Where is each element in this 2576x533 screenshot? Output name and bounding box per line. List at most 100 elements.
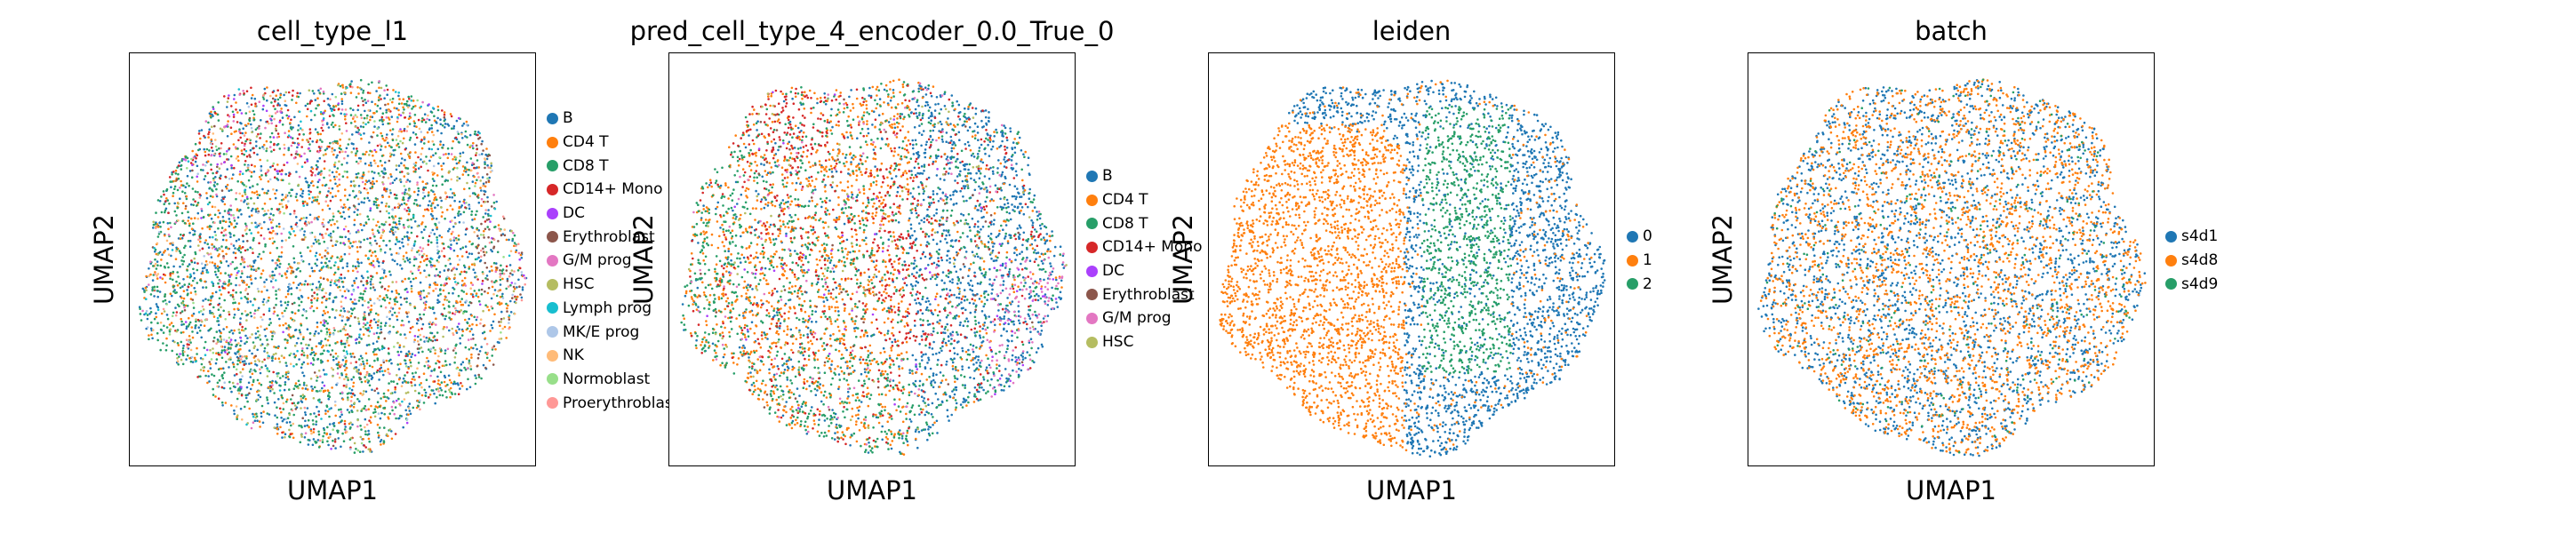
- scatter-points: [680, 81, 1062, 455]
- y-axis-label: UMAP2: [1708, 213, 1738, 306]
- scatter-plot: [1219, 79, 1606, 458]
- legend-item: Erythroblast: [1086, 282, 1202, 306]
- legend-label: G/M prog: [563, 251, 632, 270]
- legend-item: CD4 T: [547, 131, 678, 155]
- legend-label: B: [1102, 167, 1113, 186]
- legend-label: 1: [1643, 251, 1652, 270]
- legend-label: 0: [1643, 227, 1652, 246]
- legend-item: B: [547, 107, 678, 131]
- legend-item: CD4 T: [1086, 188, 1202, 212]
- legend-label: Erythroblast: [563, 227, 655, 246]
- legend-item: Erythroblast: [547, 225, 678, 249]
- legend-label: CD4 T: [563, 133, 609, 152]
- scatter-series: [689, 84, 1045, 446]
- legend-marker: [1086, 265, 1098, 277]
- legend-label: DC: [563, 204, 585, 223]
- chart-title: pred_cell_type_4_encoder_0.0_True_0: [629, 16, 1115, 46]
- legend-label: B: [563, 109, 573, 128]
- plot-area: [1208, 52, 1615, 466]
- legend-marker: [1627, 278, 1638, 290]
- legend-marker: [547, 397, 558, 410]
- legend-label: s4d9: [2181, 274, 2219, 293]
- legend-marker: [547, 207, 558, 219]
- legend-marker: [1627, 254, 1638, 266]
- legend-marker: [1086, 194, 1098, 206]
- legend-item: s4d8: [2165, 249, 2218, 273]
- legend-marker: [547, 136, 558, 148]
- legend-label: CD14+ Mono: [563, 180, 663, 199]
- y-axis-label: UMAP2: [628, 213, 659, 306]
- legend-marker: [2165, 254, 2177, 266]
- legend-marker: [547, 254, 558, 266]
- legend-marker: [547, 373, 558, 386]
- y-axis-label: UMAP2: [1168, 213, 1198, 306]
- x-axis-label: UMAP1: [286, 475, 379, 505]
- legend-label: HSC: [563, 275, 595, 294]
- legend-marker: [1086, 218, 1098, 230]
- scatter-series: [680, 81, 1062, 455]
- legend-item: HSC: [547, 273, 678, 297]
- chart-title: cell_type_l1: [256, 16, 409, 46]
- legend-marker: [547, 183, 558, 195]
- legend: B CD4 T CD8 T CD14+ Mono DC Erythroblast G/M p…: [1086, 164, 1202, 354]
- legend-item: Proerythroblast: [547, 391, 678, 415]
- scatter-points: [689, 84, 1045, 446]
- legend-label: DC: [1102, 262, 1124, 281]
- scatter-series: [1757, 78, 2147, 457]
- legend-label: Lymph prog: [563, 298, 652, 317]
- legend: s4d1 s4d8 s4d9: [2165, 225, 2218, 296]
- legend-label: Proerythroblast: [563, 394, 679, 412]
- legend-label: CD8 T: [1102, 214, 1148, 233]
- legend-label: G/M prog: [1102, 309, 1172, 328]
- legend-item: Lymph prog: [547, 297, 678, 321]
- legend-label: Normoblast: [563, 370, 651, 388]
- legend-marker: [547, 278, 558, 290]
- legend-label: CD14+ Mono: [1102, 238, 1203, 257]
- legend-item: CD14+ Mono: [547, 178, 678, 202]
- scatter-series: [139, 78, 520, 454]
- legend-item: G/M prog: [547, 249, 678, 273]
- legend-label: NK: [563, 346, 584, 365]
- scatter-plot: [1757, 78, 2147, 457]
- legend-marker: [547, 231, 558, 243]
- scatter-points: [1420, 105, 1513, 375]
- legend-marker: [547, 160, 558, 172]
- legend-marker: [2165, 230, 2177, 243]
- scatter-points: [145, 105, 524, 450]
- legend-item: s4d1: [2165, 225, 2218, 249]
- scatter-plot: [680, 78, 1068, 456]
- scatter-points: [151, 85, 524, 448]
- legend-item: Normoblast: [547, 368, 678, 392]
- legend: 0 1 2: [1627, 225, 1652, 296]
- legend-marker: [1086, 170, 1098, 182]
- legend-item: NK: [547, 344, 678, 368]
- legend-marker: [547, 326, 558, 338]
- legend-label: HSC: [1102, 333, 1134, 352]
- legend-item: HSC: [1086, 330, 1202, 354]
- plot-area: [1748, 52, 2155, 466]
- legend-item: B: [1086, 164, 1202, 188]
- legend-marker: [1627, 230, 1638, 243]
- x-axis-label: UMAP1: [1905, 475, 1997, 505]
- plot-area: [668, 52, 1076, 466]
- x-axis-label: UMAP1: [826, 475, 918, 505]
- scatter-points: [1757, 78, 2147, 457]
- scatter-series: [151, 85, 524, 448]
- legend-marker: [1086, 336, 1098, 348]
- scatter-series: [1420, 105, 1513, 375]
- chart-title: batch: [1915, 16, 1988, 46]
- legend-item: 1: [1627, 249, 1652, 273]
- legend-marker: [547, 349, 558, 362]
- legend-item: s4d9: [2165, 272, 2218, 296]
- scatter-points: [690, 82, 1067, 446]
- legend-marker: [1086, 289, 1098, 301]
- legend-item: DC: [1086, 259, 1202, 283]
- legend-item: 0: [1627, 225, 1652, 249]
- plot-area: [129, 52, 536, 466]
- legend-item: 2: [1627, 272, 1652, 296]
- legend-marker: [547, 302, 558, 314]
- scatter-series: [681, 84, 1066, 454]
- legend-item: CD14+ Mono: [1086, 235, 1202, 259]
- legend-item: G/M prog: [1086, 306, 1202, 330]
- scatter-plot: [138, 78, 528, 454]
